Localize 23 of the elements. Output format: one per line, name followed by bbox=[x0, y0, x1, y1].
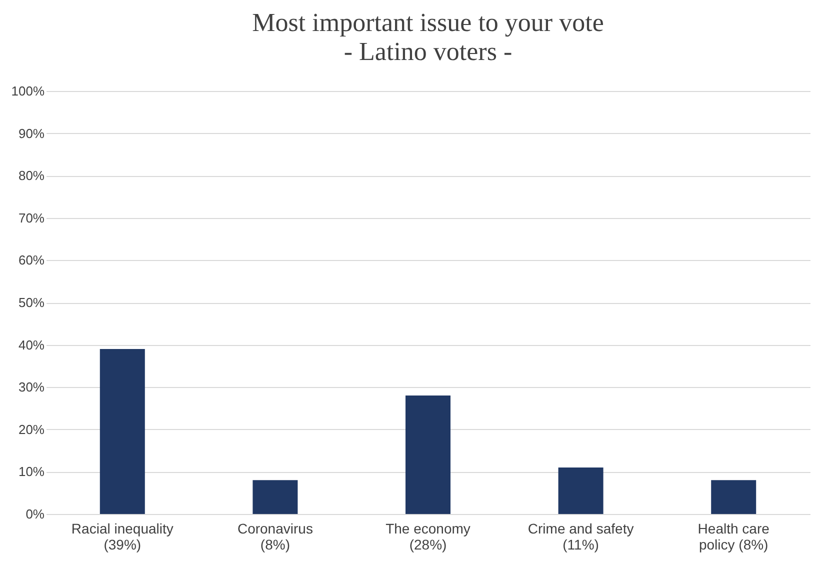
y-tick-label: 10% bbox=[18, 464, 45, 480]
x-tick-label: The economy (28%) bbox=[386, 520, 470, 552]
y-tick-label: 0% bbox=[26, 506, 45, 522]
bar bbox=[406, 396, 450, 514]
y-tick-label: 90% bbox=[18, 126, 45, 141]
bar bbox=[711, 480, 756, 514]
x-tick-label: Crime and safety (11%) bbox=[528, 520, 634, 552]
bar bbox=[252, 480, 298, 514]
x-tick-label: Health care policy (8%) bbox=[698, 520, 770, 552]
y-tick-label: 50% bbox=[18, 295, 45, 310]
bar bbox=[558, 467, 604, 514]
y-tick-label: 60% bbox=[18, 252, 45, 268]
chart-subtitle: - Latino voters - bbox=[344, 37, 512, 66]
chart-title: Most important issue to your vote bbox=[252, 8, 604, 37]
y-tick-label: 100% bbox=[11, 84, 45, 98]
y-tick-label: 80% bbox=[18, 168, 45, 184]
y-tick-label: 40% bbox=[18, 337, 45, 352]
x-tick-label: Coronavirus (8%) bbox=[237, 520, 313, 552]
y-tick-label: 20% bbox=[18, 422, 45, 437]
y-tick-label: 70% bbox=[18, 210, 45, 226]
bar bbox=[100, 349, 145, 514]
x-tick-label: Racial inequality (39%) bbox=[71, 520, 174, 552]
y-tick-label: 30% bbox=[18, 380, 45, 395]
